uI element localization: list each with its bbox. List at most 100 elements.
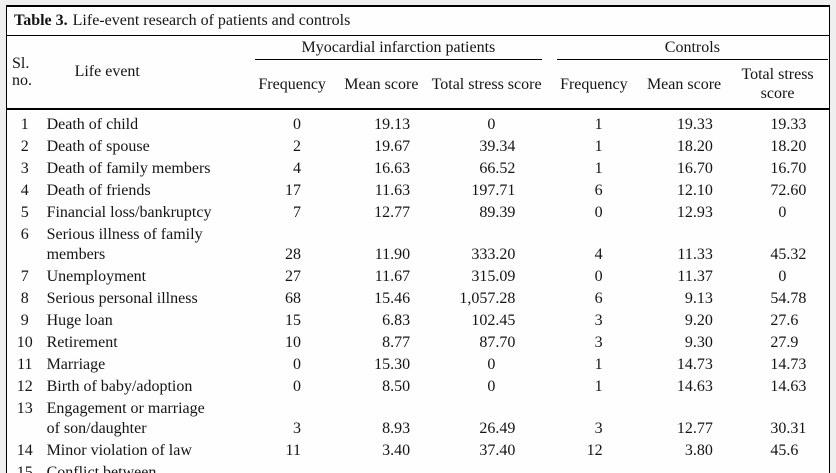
cell-ctl-mean-score: 9.13 — [684, 290, 713, 307]
cell-ctl-total-stress: 19.33 — [770, 116, 807, 133]
cell-ctl-frequency: 0 — [594, 204, 603, 221]
cell-mi-frequency: 10 — [284, 334, 301, 351]
cell-mi-frequency: 28 — [284, 246, 301, 263]
cell-mi-total-stress: 0 — [487, 356, 496, 373]
table-row: 14 Minor violation of law 11 3.40 37.40 12 3.8… — [7, 440, 830, 462]
col-header-no: no. — [12, 72, 32, 89]
cell-mi-frequency: 3 — [292, 420, 301, 437]
life-event-line: Minor violation of law — [46, 442, 192, 459]
table-row: 9 Huge loan 15 6.83 102.45 3 9.20 27.6 — [7, 310, 830, 332]
cell-life-event: Unemployment — [43, 266, 249, 288]
cell-life-event: Retirement — [43, 332, 249, 354]
cell-mi-mean-score: 15.30 — [374, 356, 411, 373]
cell-ctl-total-stress: 72.60 — [770, 182, 807, 199]
cell-mi-total-stress: 0 — [487, 116, 496, 133]
cell-ctl-total-stress: 27.6 — [770, 312, 799, 329]
cell-life-event: Death of child — [43, 109, 249, 136]
cell-ctl-total-stress: 30.31 — [770, 420, 807, 437]
cell-ctl-frequency: 0 — [594, 268, 603, 285]
cell-life-event: Huge loan — [43, 310, 249, 332]
table-row: 6 Serious illness of family members 28 11.90… — [7, 224, 830, 266]
table-row: 3 Death of family members 4 16.63 66.52 1 16.7… — [7, 158, 830, 180]
cell-mi-total-stress: 102.45 — [471, 312, 516, 329]
cell-mi-total-stress: 26.49 — [479, 420, 516, 437]
life-event-table: Table 3. Life-event research of patients … — [6, 5, 830, 473]
table-row: 1 Death of child 0 19.13 0 1 19.33 19.33 — [7, 109, 830, 136]
group-label-mi: Myocardial infarction patients — [255, 39, 542, 60]
cell-ctl-frequency: 1 — [594, 160, 603, 177]
table-row: 7 Unemployment 27 11.67 315.09 0 11.37 0 — [7, 266, 830, 288]
col-header-ctl-mean-score: Mean score — [641, 60, 727, 110]
cell-ctl-frequency: 1 — [594, 356, 603, 373]
cell-life-event: Minor violation of law — [43, 440, 249, 462]
cell-sl-no: 2 — [20, 138, 29, 155]
cell-ctl-total-stress: 81.36 — [726, 462, 829, 473]
life-event-line: Unemployment — [46, 268, 147, 285]
cell-ctl-total-stress: 0 — [778, 204, 787, 221]
cell-mi-mean-score: 15.46 — [374, 290, 411, 307]
cell-ctl-mean-score: 12.77 — [676, 420, 713, 437]
group-header-mi-patients: Myocardial infarction patients — [249, 36, 546, 60]
cell-mi-mean-score: 11.63 — [374, 182, 411, 199]
cell-ctl-total-stress: 45.6 — [770, 442, 799, 459]
cell-ctl-frequency: 3 — [594, 312, 603, 329]
cell-ctl-total-stress: 54.78 — [770, 290, 807, 307]
cell-mi-total-stress: 333.20 — [471, 246, 516, 263]
table-body: 1 Death of child 0 19.13 0 1 19.33 19.33 2 Death … — [7, 109, 830, 473]
cell-ctl-total-stress: 14.73 — [770, 356, 807, 373]
cell-sl-no: 3 — [20, 160, 29, 177]
life-event-line: Birth of baby/adoption — [46, 378, 193, 395]
cell-mi-mean-score: 6.83 — [382, 312, 411, 329]
table-row: 13 Engagement or marriage of son/daughter 3… — [7, 398, 830, 440]
cell-ctl-frequency: 6 — [594, 182, 603, 199]
life-event-line: Serious illness of family — [46, 226, 203, 243]
cell-life-event: Serious personal illness — [43, 288, 249, 310]
cell-ctl-frequency: 6 — [594, 290, 603, 307]
cell-mi-total-stress: 89.39 — [479, 204, 516, 221]
group-label-controls: Controls — [556, 39, 828, 60]
cell-ctl-mean-score: 11.37 — [677, 268, 713, 285]
cell-ctl-frequency: 1 — [594, 138, 603, 155]
cell-mi-total-stress: 1,057.28 — [459, 290, 516, 307]
cell-ctl-total-stress: 18.20 — [770, 138, 807, 155]
cell-life-event: Death of friends — [43, 180, 249, 202]
cell-ctl-mean-score: 14.73 — [676, 356, 713, 373]
cell-mi-frequency: 2 — [292, 138, 301, 155]
life-event-line: of son/daughter — [46, 420, 147, 437]
cell-sl-no: 5 — [20, 204, 29, 221]
cell-mi-total-stress: 39.34 — [479, 138, 516, 155]
cell-mi-mean-score: 4.33 — [335, 462, 427, 473]
cell-sl-no: 13 — [16, 400, 33, 417]
col-header-sl: Sl. — [12, 55, 30, 72]
cell-life-event: Serious illness of family members — [43, 224, 249, 266]
cell-life-event: Engagement or marriage of son/daughter — [43, 398, 249, 440]
cell-mi-frequency: 0 — [292, 378, 301, 395]
cell-sl-no: 15 — [16, 464, 33, 473]
cell-ctl-frequency: 8 — [546, 462, 642, 473]
table-title-text: Life-event research of patients and cont… — [72, 11, 351, 29]
cell-sl-no: 10 — [16, 334, 33, 351]
table-row: 11 Marriage 0 15.30 0 1 14.73 14.73 — [7, 354, 830, 376]
cell-life-event: Conflict betweenhusband and wife — [43, 462, 249, 473]
cell-mi-frequency: 11 — [285, 442, 301, 459]
life-event-line: Death of family members — [46, 160, 211, 177]
cell-mi-frequency: 15 — [284, 312, 301, 329]
cell-life-event: Death of spouse — [43, 136, 249, 158]
cell-mi-total-stress: 37.40 — [479, 442, 516, 459]
cell-mi-mean-score: 16.63 — [374, 160, 411, 177]
cell-mi-total-stress: 0 — [487, 378, 496, 395]
life-event-line: Death of child — [46, 116, 139, 133]
cell-mi-frequency: 0 — [292, 116, 301, 133]
cell-ctl-mean-score: 9.20 — [684, 312, 713, 329]
cell-ctl-total-stress: 0 — [778, 268, 787, 285]
col-header-ctl-total-stress: Total stress score — [726, 60, 830, 110]
cell-sl-no: 11 — [17, 356, 33, 373]
col-header-ctl-frequency: Frequency — [545, 60, 642, 110]
life-event-line: Financial loss/bankruptcy — [46, 204, 212, 221]
life-event-line: Huge loan — [46, 312, 113, 329]
cell-mi-total-stress: 66.52 — [479, 160, 516, 177]
cell-ctl-frequency: 1 — [594, 378, 603, 395]
cell-sl-no: 6 — [20, 226, 29, 243]
cell-ctl-frequency: 3 — [594, 334, 603, 351]
life-event-line: Death of friends — [46, 182, 151, 199]
